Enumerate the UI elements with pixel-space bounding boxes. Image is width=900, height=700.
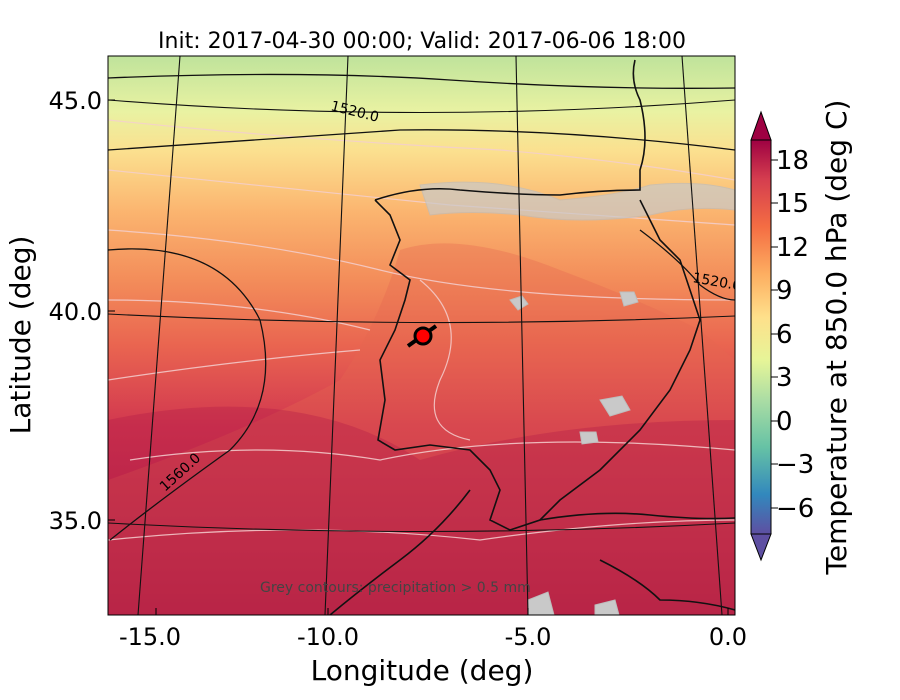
colorbar-tick-label: 18 [776, 146, 809, 176]
colorbar-max-extend [750, 110, 772, 141]
graticule [108, 56, 735, 615]
y-tick-label: 40.0 [49, 298, 102, 326]
geopotential-contours [108, 73, 735, 541]
colorbar-tick-label: 6 [776, 320, 793, 350]
colorbar: 18 15 12 9 6 3 0 −3 −6 Temperature at 85… [750, 100, 853, 576]
y-tick-label: 45.0 [49, 87, 102, 115]
plot-title: Init: 2017-04-30 00:00; Valid: 2017-06-0… [158, 29, 686, 54]
x-tick-label: -10.0 [297, 623, 359, 651]
colorbar-tick-label: 0 [776, 407, 793, 437]
y-axis: 45.0 40.0 35.0 Latitude (deg) [4, 87, 115, 535]
colorbar-tick-label: 12 [776, 233, 809, 263]
x-axis-label: Longitude (deg) [311, 654, 534, 687]
coastline [329, 59, 735, 615]
colorbar-tick-label: 3 [776, 363, 793, 393]
x-tick-label: 0.0 [709, 623, 747, 651]
x-tick-label: -5.0 [505, 623, 552, 651]
colorbar-tick-label: 15 [776, 189, 809, 219]
precip-contours [419, 181, 735, 615]
y-tick-label: 35.0 [49, 507, 102, 535]
map-panel: 1520.0 1560.0 1520.0 Grey contours: prec… [108, 56, 735, 615]
colorbar-ramp [750, 139, 772, 535]
y-axis-label: Latitude (deg) [4, 236, 37, 435]
colorbar-tick-label: −6 [776, 494, 814, 524]
isotherms [108, 119, 735, 541]
colorbar-tick-label: 9 [776, 276, 793, 306]
location-marker [413, 326, 433, 346]
colorbar-tick-label: −3 [776, 450, 814, 480]
x-axis: -15.0 -10.0 -5.0 0.0 Longitude (deg) [119, 608, 747, 687]
warm-region [108, 243, 735, 615]
x-tick-label: -15.0 [119, 623, 181, 651]
map-frame [107, 55, 736, 616]
colorbar-label: Temperature at 850.0 hPa (deg C) [820, 100, 853, 576]
precip-note: Grey contours: precipitation > 0.5 mm [260, 580, 531, 596]
hot-region [108, 406, 735, 615]
colorbar-min-extend [750, 533, 772, 562]
